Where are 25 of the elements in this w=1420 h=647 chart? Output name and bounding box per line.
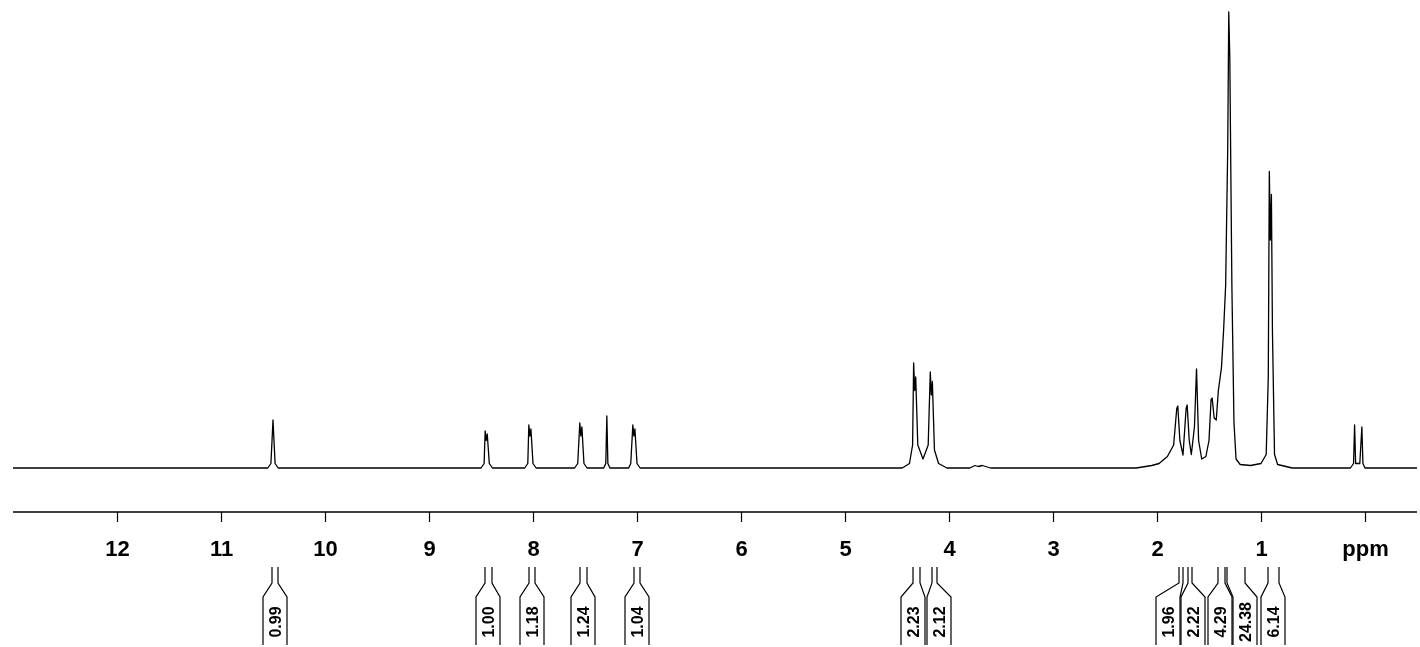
text: 1.18 xyxy=(524,606,541,638)
text: 2.12 xyxy=(931,606,948,638)
x-tick-label: 12 xyxy=(105,535,130,561)
text: 2.23 xyxy=(905,606,922,638)
x-tick-label: 4 xyxy=(943,535,957,561)
text: 1.96 xyxy=(1160,606,1177,638)
x-tick-label: 10 xyxy=(313,535,338,561)
x-tick-label: 11 xyxy=(209,535,234,561)
x-tick-label: 6 xyxy=(735,535,748,561)
text: 1.24 xyxy=(575,606,592,638)
x-tick-label: 5 xyxy=(839,535,852,561)
x-tick-label: 7 xyxy=(631,535,644,561)
text: 1.00 xyxy=(480,606,497,638)
text: 6.14 xyxy=(1265,606,1282,638)
x-tick-label: 2 xyxy=(1151,535,1164,561)
text: 4.29 xyxy=(1212,606,1229,638)
x-tick-label: 1 xyxy=(1255,535,1268,561)
text: 2.22 xyxy=(1185,606,1202,638)
x-tick-label: 9 xyxy=(423,535,436,561)
x-tick-label: 8 xyxy=(527,535,540,561)
text: 0.99 xyxy=(267,606,284,638)
x-tick-label: 3 xyxy=(1047,535,1060,561)
text: 24.38 xyxy=(1237,601,1254,643)
x-tick-label: ppm xyxy=(1342,535,1389,561)
text: 1.04 xyxy=(629,606,646,638)
